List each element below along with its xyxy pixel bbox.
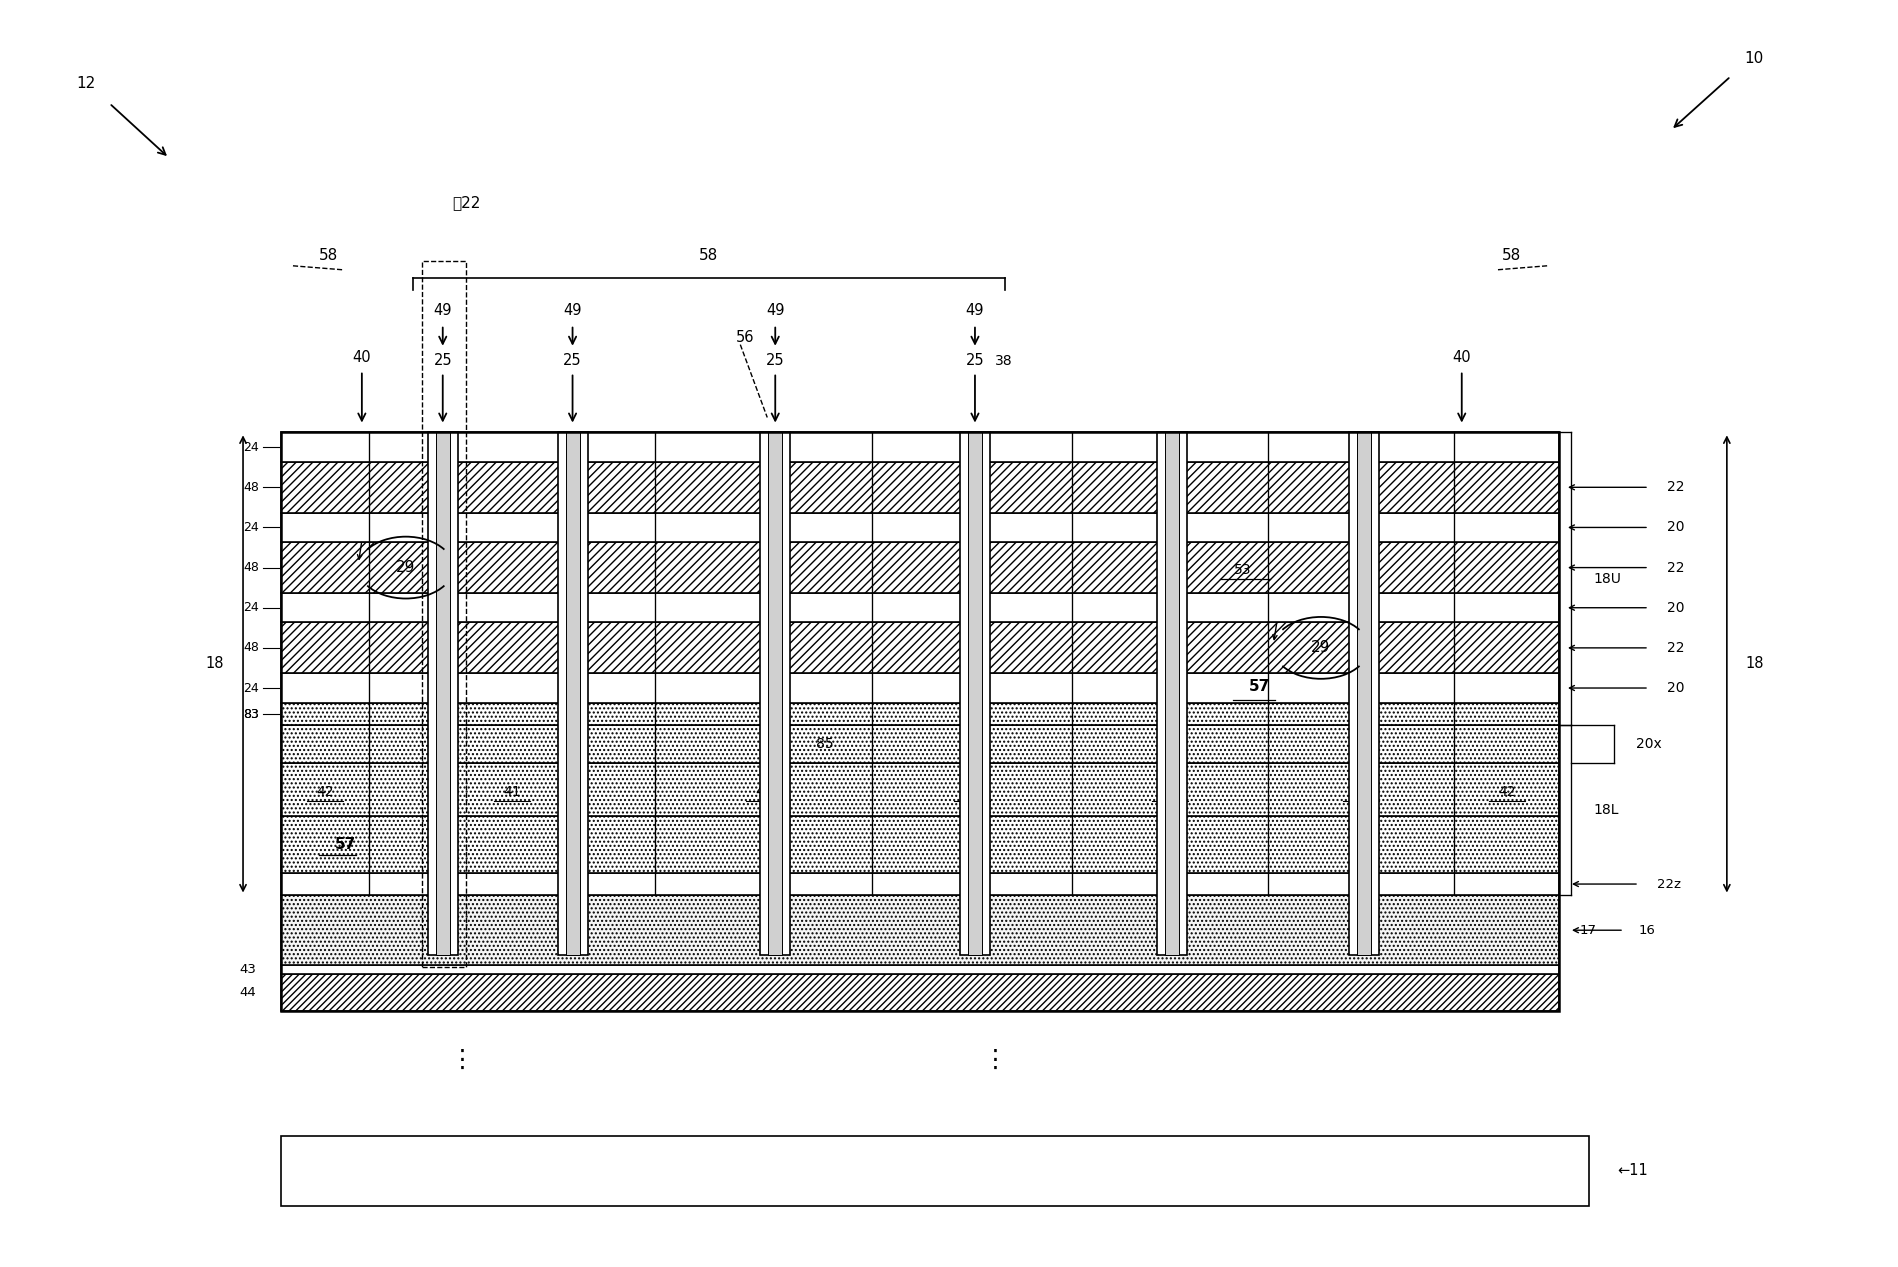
Text: 53: 53: [1234, 563, 1251, 578]
Text: 25: 25: [767, 353, 784, 369]
Text: 18L: 18L: [1592, 803, 1619, 817]
Text: 24: 24: [243, 682, 258, 694]
Text: 20: 20: [1666, 601, 1684, 614]
Text: ←11: ←11: [1617, 1163, 1647, 1178]
Text: 57: 57: [336, 837, 357, 853]
Text: 22: 22: [1666, 560, 1684, 575]
Text: 41: 41: [503, 786, 520, 799]
Bar: [1349, 432, 1380, 954]
Text: 49: 49: [564, 303, 583, 318]
Text: 25: 25: [966, 353, 985, 369]
Bar: [968, 432, 981, 954]
Bar: [421, 261, 465, 967]
Text: 48: 48: [243, 480, 258, 494]
Text: 40: 40: [1452, 350, 1471, 365]
Bar: [281, 593, 1558, 622]
Text: 38: 38: [995, 353, 1012, 367]
Text: 41: 41: [755, 786, 772, 799]
Bar: [281, 542, 1558, 593]
Bar: [281, 896, 1558, 965]
Text: 42: 42: [317, 786, 334, 799]
Text: 49: 49: [433, 303, 452, 318]
Bar: [281, 513, 1558, 542]
Bar: [281, 974, 1558, 1011]
Text: 24: 24: [243, 441, 258, 454]
Text: ⋮: ⋮: [450, 1048, 474, 1072]
Text: 20: 20: [1666, 682, 1684, 696]
Text: 58: 58: [1501, 248, 1520, 264]
Text: 22: 22: [1666, 641, 1684, 655]
Bar: [1156, 432, 1186, 954]
Bar: [281, 873, 1558, 896]
Bar: [1357, 432, 1372, 954]
Bar: [281, 726, 1558, 763]
Text: 42: 42: [962, 786, 981, 799]
Text: 10: 10: [1744, 51, 1763, 66]
Text: 44: 44: [239, 986, 256, 998]
Text: 48: 48: [243, 561, 258, 574]
Bar: [566, 432, 579, 954]
Text: 42: 42: [1162, 786, 1179, 799]
Text: 24: 24: [243, 602, 258, 614]
Text: 29: 29: [1312, 640, 1330, 655]
Bar: [769, 432, 782, 954]
Text: 25: 25: [433, 353, 452, 369]
Bar: [281, 965, 1558, 974]
Bar: [427, 432, 457, 954]
Text: 18: 18: [1746, 656, 1763, 672]
Text: 17: 17: [1579, 924, 1596, 936]
Text: 42: 42: [1351, 786, 1370, 799]
Text: 49: 49: [767, 303, 784, 318]
Bar: [281, 432, 1558, 462]
Text: 40: 40: [353, 350, 372, 365]
Bar: [558, 432, 588, 954]
Text: 83: 83: [243, 707, 258, 721]
Text: 24: 24: [243, 521, 258, 533]
Text: 16: 16: [1640, 924, 1655, 936]
Bar: [281, 763, 1558, 816]
Bar: [281, 432, 1558, 1011]
Text: 20x: 20x: [1636, 737, 1663, 751]
Text: 图22: 图22: [454, 195, 480, 210]
Bar: [960, 432, 991, 954]
Text: 18: 18: [205, 656, 224, 672]
Text: 83: 83: [243, 707, 258, 721]
Text: 49: 49: [966, 303, 985, 318]
Text: 22: 22: [1666, 480, 1684, 494]
Text: 58: 58: [319, 248, 338, 264]
Bar: [281, 622, 1558, 673]
Text: 42: 42: [1498, 786, 1515, 799]
Text: 57: 57: [1249, 679, 1270, 694]
Text: 56: 56: [736, 331, 755, 345]
Bar: [281, 703, 1558, 726]
Text: 18U: 18U: [1592, 571, 1621, 585]
Text: 85: 85: [816, 737, 833, 751]
Bar: [281, 673, 1558, 703]
Text: 25: 25: [564, 353, 583, 369]
Text: 48: 48: [243, 641, 258, 654]
Bar: [761, 432, 790, 954]
Text: 12: 12: [76, 76, 97, 91]
Text: 22z: 22z: [1657, 878, 1682, 891]
Bar: [281, 462, 1558, 513]
Text: 29: 29: [397, 560, 416, 575]
Bar: [1165, 432, 1179, 954]
Text: 20: 20: [1666, 521, 1684, 535]
Bar: [281, 816, 1558, 873]
Text: 58: 58: [698, 248, 719, 264]
Text: 43: 43: [239, 963, 256, 976]
Bar: [437, 432, 450, 954]
Text: ⋮: ⋮: [983, 1048, 1008, 1072]
Bar: [281, 1136, 1589, 1206]
